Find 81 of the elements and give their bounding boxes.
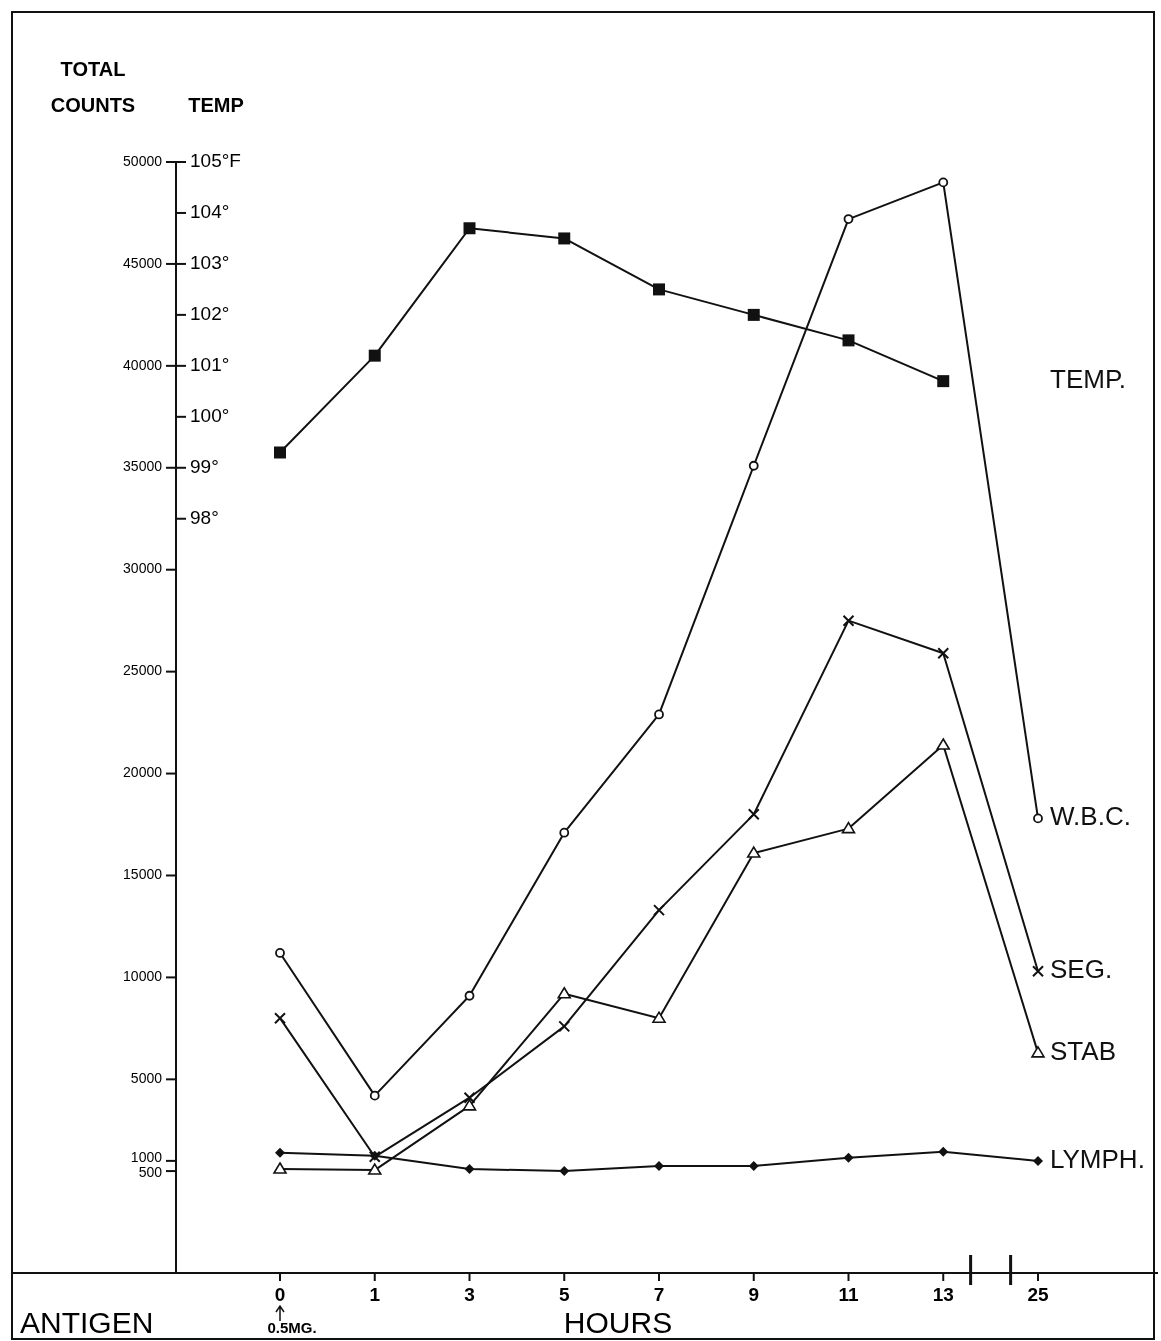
y-tick-label: 1000 xyxy=(130,1149,163,1166)
y2-tick-label: 102° xyxy=(190,302,230,324)
y-tick-label: 500 xyxy=(138,1164,163,1181)
x-tick-label: 0 xyxy=(274,1284,286,1305)
point xyxy=(1033,813,1043,824)
y2-tick-label: 105°F xyxy=(190,150,241,172)
point xyxy=(653,904,665,917)
point xyxy=(746,846,761,858)
point xyxy=(938,177,949,188)
point xyxy=(464,1164,475,1175)
point xyxy=(748,460,759,471)
point xyxy=(938,1146,949,1157)
point xyxy=(654,709,664,720)
text: ANTIGEN xyxy=(20,1306,154,1339)
point xyxy=(464,990,475,1001)
point xyxy=(747,308,760,321)
y2-tick-label: 98° xyxy=(190,506,219,528)
point xyxy=(843,1152,854,1163)
point xyxy=(748,1160,759,1171)
point xyxy=(842,614,855,627)
y-tick-label: 10000 xyxy=(123,968,163,985)
point xyxy=(1031,1046,1045,1058)
series-label: STAB xyxy=(1050,1035,1116,1066)
y-tick-label: 25000 xyxy=(123,662,163,679)
point xyxy=(559,827,570,838)
point xyxy=(558,1020,571,1033)
y2-tick-label: 100° xyxy=(190,404,230,426)
x-tick-label: 5 xyxy=(558,1284,570,1305)
point xyxy=(274,1012,286,1025)
point xyxy=(559,1166,570,1177)
x-tick-label: 1 xyxy=(369,1284,381,1305)
x-tick-label: 25 xyxy=(1027,1284,1049,1305)
y2-tick-label: 99° xyxy=(190,455,219,477)
y-tick-label: 15000 xyxy=(123,866,163,883)
point xyxy=(843,214,854,224)
x-axis-title: HOURS xyxy=(563,1306,673,1339)
y2-axis-title: TEMP xyxy=(188,94,244,116)
x-tick-label: 7 xyxy=(653,1284,665,1305)
point xyxy=(1033,1155,1043,1166)
point xyxy=(937,375,950,388)
point xyxy=(841,821,856,834)
y-tick-label: 40000 xyxy=(123,356,163,373)
point xyxy=(937,647,950,660)
point xyxy=(369,1090,380,1101)
series-label: LYMPH. xyxy=(1050,1143,1145,1174)
point xyxy=(462,1099,477,1111)
point xyxy=(652,1011,666,1023)
y-tick-label: 45000 xyxy=(123,254,163,271)
y2-tick-label: 101° xyxy=(190,353,230,375)
y-axis-title: TOTAL COUNTS xyxy=(50,58,136,116)
y2-tick-label: 103° xyxy=(190,251,230,273)
point xyxy=(368,349,381,362)
series-label: SEG. xyxy=(1050,954,1113,985)
point xyxy=(275,1147,285,1158)
point xyxy=(654,1160,664,1171)
point xyxy=(557,986,572,999)
point xyxy=(275,948,285,958)
series-label: W.B.C. xyxy=(1050,801,1131,832)
text: TEMP. xyxy=(1050,364,1127,395)
y-tick-label: 5000 xyxy=(130,1070,163,1087)
x-tick-label: 3 xyxy=(464,1284,475,1305)
x-tick-label: 13 xyxy=(932,1284,954,1305)
y-tick-label: 50000 xyxy=(123,152,163,169)
point xyxy=(463,1091,476,1104)
point xyxy=(1032,965,1044,978)
x-tick-label: 11 xyxy=(838,1284,859,1305)
x-tick-label: 9 xyxy=(748,1284,760,1305)
point xyxy=(842,334,855,347)
y-tick-label: 20000 xyxy=(123,764,163,781)
y-tick-label: 30000 xyxy=(123,560,163,577)
y2-tick-label: 104° xyxy=(190,200,230,222)
point xyxy=(273,1162,287,1174)
text: 0.5MG. xyxy=(267,1319,317,1336)
point xyxy=(653,283,665,296)
point xyxy=(936,738,951,750)
point xyxy=(747,808,760,821)
point xyxy=(558,232,571,245)
point xyxy=(463,222,476,235)
y-tick-label: 35000 xyxy=(123,458,163,475)
point xyxy=(367,1163,382,1175)
point xyxy=(274,446,286,459)
